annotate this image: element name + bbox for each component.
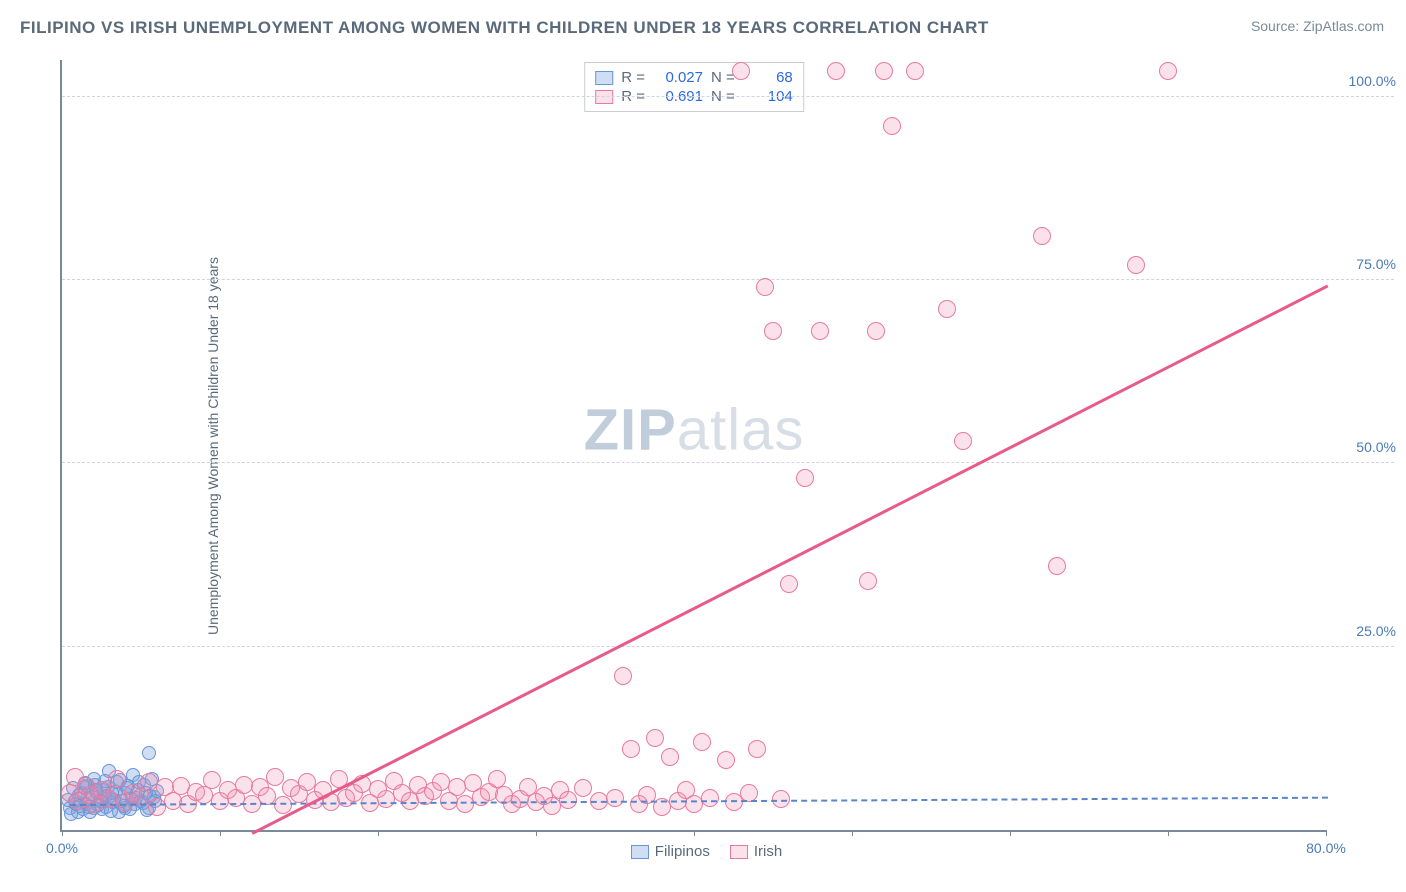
scatter-point [906, 62, 924, 80]
scatter-point [661, 748, 679, 766]
scatter-point [748, 740, 766, 758]
scatter-point [827, 62, 845, 80]
scatter-point [732, 62, 750, 80]
scatter-point [606, 789, 624, 807]
gridline [62, 462, 1394, 463]
scatter-point [875, 62, 893, 80]
legend-series: Filipinos Irish [631, 843, 782, 860]
x-tick [1326, 830, 1327, 836]
legend-label: Filipinos [655, 843, 710, 860]
scatter-point [559, 791, 577, 809]
scatter-point [796, 469, 814, 487]
y-tick-label: 25.0% [1336, 623, 1396, 639]
swatch-blue-icon [595, 71, 613, 85]
chart-title: FILIPINO VS IRISH UNEMPLOYMENT AMONG WOM… [20, 18, 989, 38]
scatter-point [883, 117, 901, 135]
legend-row-filipinos: R = 0.027 N = 68 [595, 69, 793, 86]
y-tick-label: 50.0% [1336, 439, 1396, 455]
scatter-point [108, 770, 126, 788]
scatter-point [574, 779, 592, 797]
x-tick [694, 830, 695, 836]
watermark-atlas: atlas [677, 397, 805, 462]
scatter-point [646, 729, 664, 747]
x-tick [536, 830, 537, 836]
gridline [62, 279, 1394, 280]
scatter-point [756, 278, 774, 296]
scatter-point [1127, 256, 1145, 274]
legend-item-irish: Irish [730, 843, 782, 860]
scatter-point [1159, 62, 1177, 80]
scatter-point [938, 300, 956, 318]
gridline [62, 96, 1394, 97]
scatter-point [867, 322, 885, 340]
scatter-point [142, 746, 156, 760]
x-tick [852, 830, 853, 836]
x-tick [1010, 830, 1011, 836]
plot-area: ZIPatlas R = 0.027 N = 68 R = 0.691 N = … [60, 60, 1326, 832]
n-label: N = [711, 69, 735, 86]
x-tick-label: 80.0% [1306, 840, 1346, 856]
y-tick-label: 100.0% [1336, 73, 1396, 89]
trendline-irish [251, 284, 1328, 834]
swatch-blue-icon [631, 845, 649, 859]
x-tick [220, 830, 221, 836]
scatter-point [614, 667, 632, 685]
scatter-point [701, 789, 719, 807]
x-tick [62, 830, 63, 836]
gridline [62, 646, 1394, 647]
legend-item-filipinos: Filipinos [631, 843, 710, 860]
scatter-point [266, 768, 284, 786]
scatter-point [764, 322, 782, 340]
legend-correlation-box: R = 0.027 N = 68 R = 0.691 N = 104 [584, 62, 804, 112]
scatter-point [622, 740, 640, 758]
scatter-point [859, 572, 877, 590]
scatter-point [811, 322, 829, 340]
r-label: R = [621, 69, 645, 86]
scatter-point [740, 784, 758, 802]
x-tick [1168, 830, 1169, 836]
scatter-point [81, 786, 99, 804]
scatter-point [66, 768, 84, 786]
r-value: 0.027 [653, 69, 703, 86]
x-tick [378, 830, 379, 836]
watermark-zip: ZIP [584, 397, 677, 462]
scatter-point [780, 575, 798, 593]
scatter-point [954, 432, 972, 450]
source-attribution: Source: ZipAtlas.com [1251, 18, 1384, 34]
scatter-point [1033, 227, 1051, 245]
scatter-point [1048, 557, 1066, 575]
legend-label: Irish [754, 843, 782, 860]
scatter-point [717, 751, 735, 769]
chart-container: FILIPINO VS IRISH UNEMPLOYMENT AMONG WOM… [0, 0, 1406, 892]
swatch-pink-icon [730, 845, 748, 859]
scatter-point [693, 733, 711, 751]
x-tick-label: 0.0% [46, 840, 78, 856]
y-tick-label: 75.0% [1336, 256, 1396, 272]
watermark: ZIPatlas [584, 396, 805, 463]
